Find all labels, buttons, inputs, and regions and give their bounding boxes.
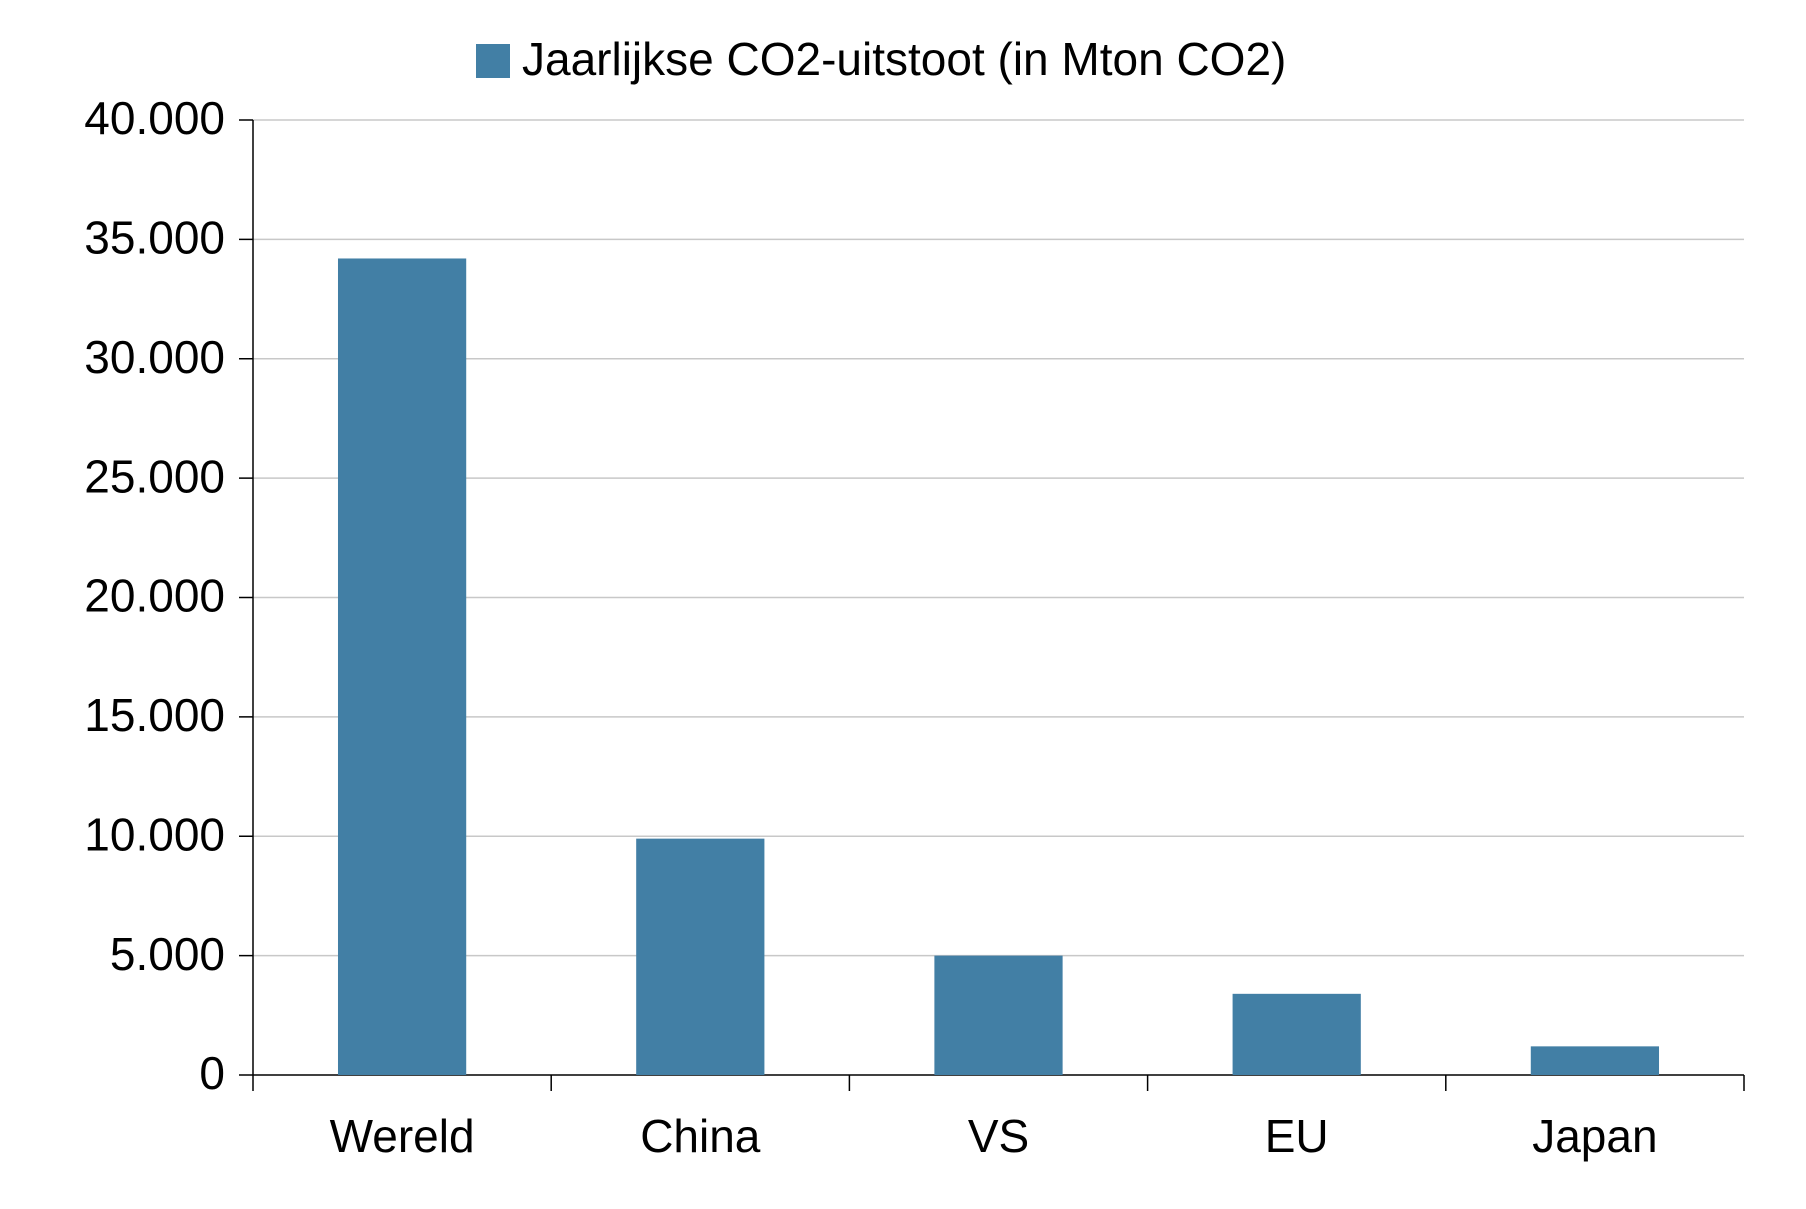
- x-tick-label: Wereld: [330, 1110, 475, 1162]
- y-tick-label: 5.000: [110, 928, 225, 980]
- y-tick-label: 15.000: [84, 689, 225, 741]
- bar: [636, 838, 765, 1075]
- legend-label: Jaarlijkse CO2-uitstoot (in Mton CO2): [522, 33, 1286, 85]
- x-tick-label: China: [640, 1110, 761, 1162]
- bar: [1530, 1046, 1660, 1075]
- y-tick-label: 0: [199, 1047, 225, 1099]
- x-tick-label: Japan: [1532, 1110, 1657, 1162]
- y-tick-label: 40.000: [84, 92, 225, 144]
- bar: [934, 955, 1063, 1075]
- y-tick-label: 30.000: [84, 331, 225, 383]
- bar: [1232, 993, 1361, 1075]
- x-tick-label: EU: [1265, 1110, 1329, 1162]
- y-tick-label: 20.000: [84, 570, 225, 622]
- y-tick-label: 25.000: [84, 450, 225, 502]
- x-tick-label: VS: [968, 1110, 1029, 1162]
- bar: [337, 258, 467, 1076]
- y-tick-label: 10.000: [84, 808, 225, 860]
- legend-swatch: [476, 44, 510, 78]
- y-tick-label: 35.000: [84, 212, 225, 264]
